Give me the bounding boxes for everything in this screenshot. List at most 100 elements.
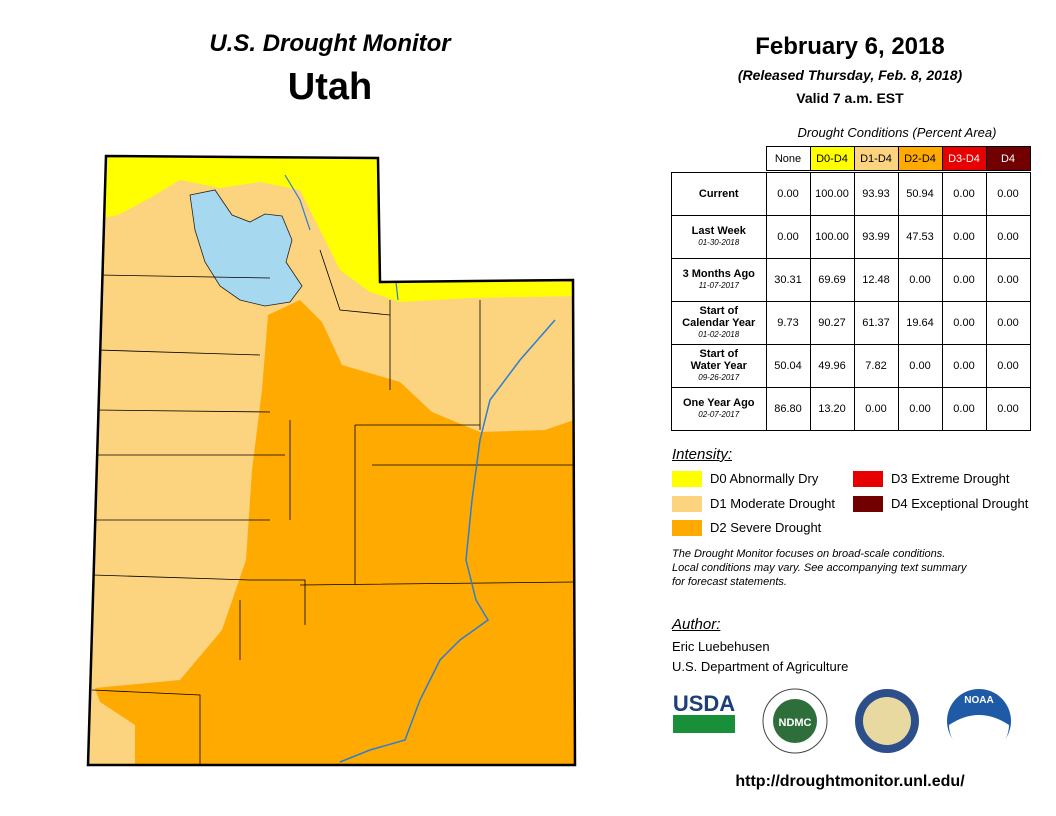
table-row: Start of Calendar Year 01-02-2018 9.73 90.27… [671, 301, 1031, 345]
table-row: One Year Ago 02-07-2017 86.80 13.20 0.00 0.00… [671, 387, 1031, 431]
column-header: D4 [985, 146, 1031, 171]
commerce-inner [863, 697, 911, 745]
cell: 7.82 [853, 344, 899, 388]
legend-label: D4 Exceptional Drought [891, 496, 1029, 511]
corner [672, 147, 767, 171]
logo-usda: USDA [673, 691, 735, 716]
cell: 0.00 [941, 172, 987, 216]
row-label: 3 Months Ago 11-07-2017 [671, 258, 767, 302]
cell: 0.00 [941, 301, 987, 345]
cell: 0.00 [985, 258, 1031, 302]
cell: 0.00 [941, 387, 987, 431]
legend-label: D0 Abnormally Dry [710, 471, 819, 486]
cell: 0.00 [897, 344, 943, 388]
author-line: U.S. Department of Agriculture [672, 659, 849, 674]
row-label-line: Last Week [691, 225, 746, 237]
cell: 47.53 [897, 215, 943, 259]
author-line: Eric Luebehusen [672, 639, 770, 654]
row-date: 02-07-2017 [698, 410, 740, 419]
note-line: Local conditions may vary. See accompany… [672, 562, 967, 574]
row-label-line: Water Year [690, 360, 747, 372]
cell: 49.96 [809, 344, 855, 388]
logo-noaa: NOAA [964, 695, 993, 706]
map [86, 154, 577, 767]
cell: 50.04 [765, 344, 811, 388]
cell: 9.73 [765, 301, 811, 345]
row-date: 01-02-2018 [698, 330, 740, 339]
note: The Drought Monitor focuses on broad-sca… [672, 547, 966, 589]
row-label-line: One Year Ago [682, 397, 755, 409]
cell: 0.00 [985, 172, 1031, 216]
table-row: Last Week 01-30-2018 0.00 100.00 93.99 47.53 0… [671, 215, 1031, 259]
state-outline [86, 154, 577, 767]
cell: 0.00 [985, 387, 1031, 431]
usda-swoosh [673, 715, 735, 733]
legend-label: D2 Severe Drought [710, 520, 822, 535]
cell: 90.27 [809, 301, 855, 345]
cell: 0.00 [765, 172, 811, 216]
cell: 100.00 [809, 172, 855, 216]
row-label-line: Start of [699, 305, 739, 317]
row-label: Last Week 01-30-2018 [671, 215, 767, 259]
note-line: The Drought Monitor focuses on broad-sca… [672, 548, 946, 560]
row-label-line: 3 Months Ago [682, 268, 755, 280]
conditions-table: None D0-D4 D1-D4 D2-D4 D3-D4 D4 Current 0.00 100… [671, 146, 1031, 431]
cell: 0.00 [985, 301, 1031, 345]
row-label-line: Current [698, 188, 739, 200]
column-header: None [765, 146, 811, 171]
author: Eric Luebehusen U.S. Department of Agricu… [672, 637, 848, 677]
title: U.S. Drought Monitor [209, 30, 451, 57]
header-row: None D0-D4 D1-D4 D2-D4 D3-D4 D4 [672, 146, 1031, 171]
cell: 0.00 [941, 258, 987, 302]
row-date: 11-07-2017 [698, 281, 739, 290]
map-fill [88, 156, 575, 765]
legend-label: D3 Extreme Drought [891, 471, 1010, 486]
cell: 93.99 [853, 215, 899, 259]
legend-swatch [672, 520, 702, 536]
column-header: D3-D4 [941, 146, 987, 171]
row-label-line: Start of [699, 348, 739, 360]
cell: 0.00 [897, 387, 943, 431]
legend-swatch [672, 471, 702, 487]
cell: 86.80 [765, 387, 811, 431]
cell: 0.00 [853, 387, 899, 431]
cell: 30.31 [765, 258, 811, 302]
cell: 93.93 [853, 172, 899, 216]
cell: 0.00 [765, 215, 811, 259]
legend-label: D1 Moderate Drought [710, 496, 836, 511]
row-date: 09-26-2017 [698, 373, 740, 382]
row-label: Start of Calendar Year 01-02-2018 [671, 301, 767, 345]
cell: 50.94 [897, 172, 943, 216]
cell: 12.48 [853, 258, 899, 302]
cell: 19.64 [897, 301, 943, 345]
legend-title: Intensity: [672, 446, 733, 463]
region: Utah [287, 66, 373, 108]
cell: 0.00 [941, 344, 987, 388]
cell: 13.20 [809, 387, 855, 431]
note-line: for forecast statements. [672, 576, 787, 588]
date: February 6, 2018 [755, 33, 945, 60]
table-row: 3 Months Ago 11-07-2017 30.31 69.69 12.48 0.0… [671, 258, 1031, 302]
logo-ndmc: NDMC [779, 717, 812, 729]
column-header: D1-D4 [853, 146, 899, 171]
row-date: 01-30-2018 [698, 238, 740, 247]
table-caption: Drought Conditions (Percent Area) [797, 125, 997, 140]
row-label-line: Calendar Year [682, 317, 756, 329]
cell: 0.00 [985, 215, 1031, 259]
column-header: D2-D4 [897, 146, 943, 171]
column-header: D0-D4 [809, 146, 855, 171]
legend-swatch [672, 496, 702, 512]
row-label: Start of Water Year 09-26-2017 [671, 344, 767, 388]
cell: 0.00 [897, 258, 943, 302]
url: http://droughtmonitor.unl.edu/ [735, 773, 965, 790]
valid: Valid 7 a.m. EST [796, 90, 904, 106]
legend-swatch [853, 496, 883, 512]
row-label: One Year Ago 02-07-2017 [671, 387, 767, 431]
row-label: Current [671, 172, 767, 216]
cell: 0.00 [985, 344, 1031, 388]
cell: 0.00 [941, 215, 987, 259]
author-title: Author: [672, 616, 721, 633]
legend-swatch [853, 471, 883, 487]
noaa-wave [949, 715, 1009, 755]
